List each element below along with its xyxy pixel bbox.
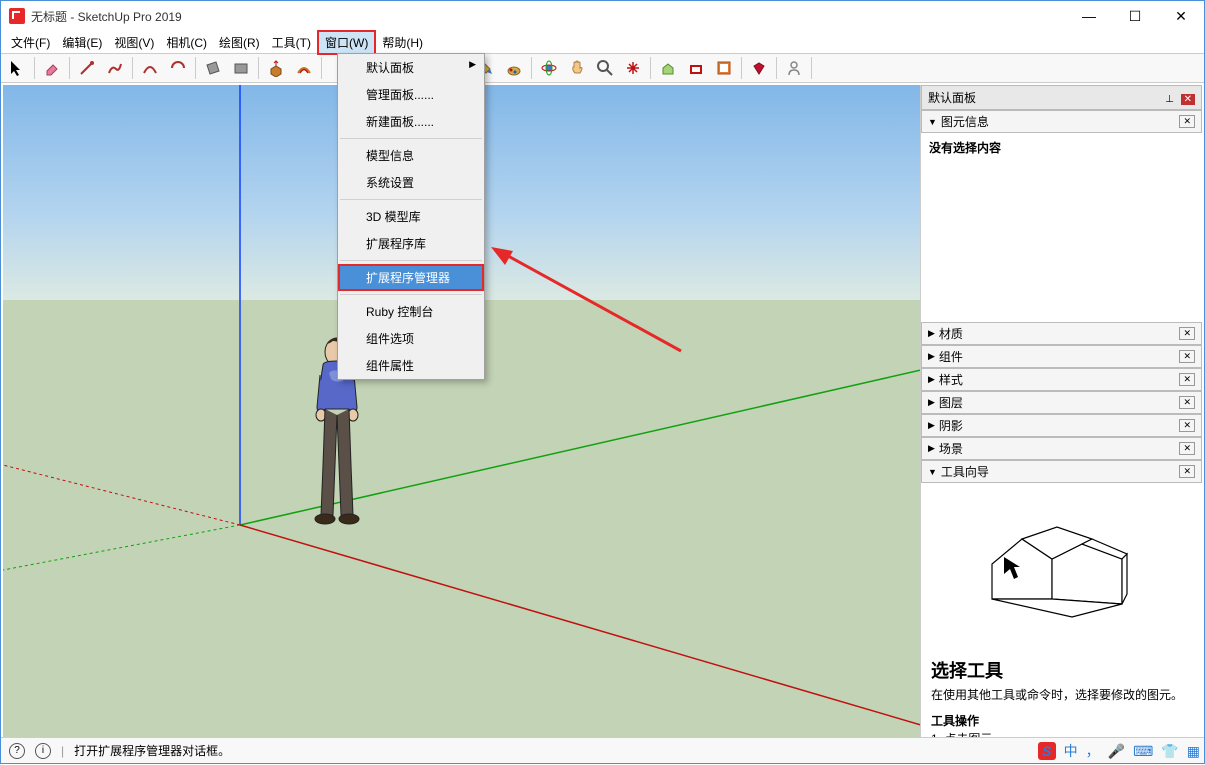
menu-绘图(R)[interactable]: 绘图(R): [213, 32, 266, 53]
tray-close-icon[interactable]: ✕: [1181, 94, 1195, 105]
layout-icon[interactable]: [711, 55, 737, 81]
menu-相机(C)[interactable]: 相机(C): [160, 32, 213, 53]
warehouse-icon[interactable]: [655, 55, 681, 81]
ime-logo-icon[interactable]: S: [1038, 742, 1056, 760]
menu-窗口(W)[interactable]: 窗口(W): [317, 30, 376, 55]
instructor-panel: 选择工具 在使用其他工具或命令时，选择要修改的图元。 工具操作 1. 点击图元。: [921, 483, 1202, 756]
menu-视图(V)[interactable]: 视图(V): [108, 32, 160, 53]
menu-item-系统设置[interactable]: 系统设置: [338, 169, 484, 196]
tray-图层[interactable]: ▶图层✕: [921, 391, 1202, 414]
minimize-button[interactable]: —: [1066, 1, 1112, 31]
maximize-button[interactable]: ☐: [1112, 1, 1158, 31]
menu-item-3D 模型库[interactable]: 3D 模型库: [338, 203, 484, 230]
arc-tool-icon[interactable]: [137, 55, 163, 81]
ime-bar: S 中 ， 🎤 ⌨ 👕 ▦: [1038, 741, 1200, 761]
info-icon[interactable]: i: [35, 743, 51, 759]
tray-场景[interactable]: ▶场景✕: [921, 437, 1202, 460]
tray-阴影[interactable]: ▶阴影✕: [921, 414, 1202, 437]
ime-grid-icon[interactable]: ▦: [1187, 743, 1200, 760]
line-tool-icon[interactable]: [74, 55, 100, 81]
rect2-tool-icon[interactable]: [228, 55, 254, 81]
status-text: 打开扩展程序管理器对话框。: [74, 742, 230, 759]
menu-item-扩展程序管理器[interactable]: 扩展程序管理器: [338, 264, 484, 291]
orbit-tool-icon[interactable]: [536, 55, 562, 81]
pushpull-tool-icon[interactable]: [263, 55, 289, 81]
ime-lang[interactable]: 中: [1064, 741, 1078, 761]
title-bar: 无标题 - SketchUp Pro 2019 — ☐ ✕: [1, 1, 1204, 31]
user-icon[interactable]: [781, 55, 807, 81]
menu-item-新建面板......[interactable]: 新建面板......: [338, 108, 484, 135]
menu-item-扩展程序库[interactable]: 扩展程序库: [338, 230, 484, 257]
arc2-tool-icon[interactable]: [165, 55, 191, 81]
eraser-tool-icon[interactable]: [39, 55, 65, 81]
menu-item-组件属性[interactable]: 组件属性: [338, 352, 484, 379]
ime-skin-icon[interactable]: 👕: [1161, 743, 1178, 760]
tray-header[interactable]: 默认面板 ⊥ ✕: [921, 85, 1202, 110]
menu-item-Ruby 控制台[interactable]: Ruby 控制台: [338, 298, 484, 325]
entity-info-header[interactable]: ▼ 图元信息 ✕: [921, 110, 1202, 133]
menu-文件(F)[interactable]: 文件(F): [5, 32, 56, 53]
menu-工具(T)[interactable]: 工具(T): [266, 32, 317, 53]
pan-tool-icon[interactable]: [564, 55, 590, 81]
help-icon[interactable]: ?: [9, 743, 25, 759]
menu-item-默认面板[interactable]: 默认面板: [338, 54, 484, 81]
extension-icon[interactable]: [683, 55, 709, 81]
window-title: 无标题 - SketchUp Pro 2019: [31, 8, 182, 25]
ruby-icon[interactable]: [746, 55, 772, 81]
menu-item-模型信息[interactable]: 模型信息: [338, 142, 484, 169]
select-tool-icon[interactable]: [4, 55, 30, 81]
zoom-extents-icon[interactable]: [620, 55, 646, 81]
pin-icon[interactable]: ⊥: [1165, 94, 1174, 105]
tray-材质[interactable]: ▶材质✕: [921, 322, 1202, 345]
tray-title: 默认面板: [928, 89, 976, 106]
status-bar: ? i | 打开扩展程序管理器对话框。: [1, 737, 1204, 763]
ime-kbd-icon[interactable]: ⌨: [1133, 743, 1153, 760]
freehand-tool-icon[interactable]: [102, 55, 128, 81]
menu-编辑(E)[interactable]: 编辑(E): [56, 32, 108, 53]
menu-bar: 文件(F)编辑(E)视图(V)相机(C)绘图(R)工具(T)窗口(W)帮助(H): [1, 31, 1204, 53]
close-button[interactable]: ✕: [1158, 1, 1204, 31]
menu-item-组件选项[interactable]: 组件选项: [338, 325, 484, 352]
app-logo-icon: [9, 8, 25, 24]
offset-tool-icon[interactable]: [291, 55, 317, 81]
entity-info-title: 图元信息: [941, 113, 989, 130]
entity-info-body: 没有选择内容: [921, 133, 1202, 162]
zoom-tool-icon[interactable]: [592, 55, 618, 81]
tray-样式[interactable]: ▶样式✕: [921, 368, 1202, 391]
instructor-title: 选择工具: [931, 657, 1192, 683]
menu-item-管理面板......[interactable]: 管理面板......: [338, 81, 484, 108]
default-tray-panel: 默认面板 ⊥ ✕ ▼ 图元信息 ✕ 没有选择内容 ▶材质✕▶组件✕▶样式✕▶图层✕…: [920, 85, 1202, 739]
tray-工具向导[interactable]: ▼工具向导✕: [921, 460, 1202, 483]
rectangle-tool-icon[interactable]: [200, 55, 226, 81]
ime-mic-icon[interactable]: 🎤: [1108, 743, 1125, 760]
instructor-desc: 在使用其他工具或命令时，选择要修改的图元。: [931, 686, 1192, 704]
paint2-tool-icon[interactable]: [501, 55, 527, 81]
collapse-arrow-icon: ▼: [928, 117, 937, 127]
tray-x-icon[interactable]: ✕: [1179, 115, 1195, 128]
main-toolbar: [1, 53, 1204, 83]
instructor-op-title: 工具操作: [931, 712, 1192, 730]
window-menu-dropdown: 默认面板管理面板......新建面板...... 模型信息系统设置 3D 模型库扩展…: [337, 53, 485, 380]
instructor-illustration-icon: [962, 499, 1162, 649]
tray-组件[interactable]: ▶组件✕: [921, 345, 1202, 368]
menu-帮助(H)[interactable]: 帮助(H): [376, 32, 429, 53]
